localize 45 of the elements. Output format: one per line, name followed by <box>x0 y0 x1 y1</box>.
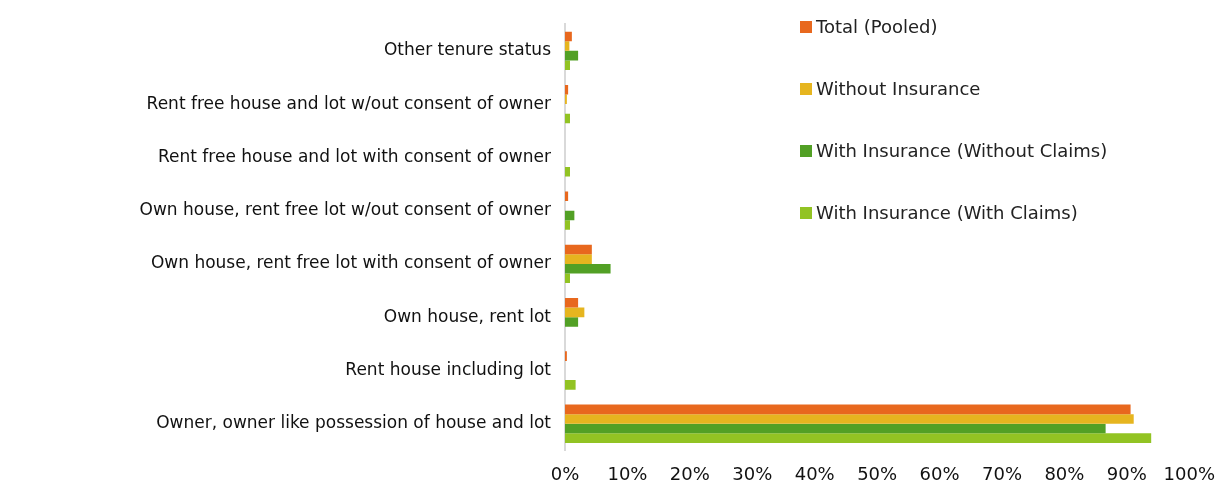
x-tick-label: 50% <box>857 462 898 484</box>
bar <box>565 31 572 42</box>
y-tick-label: Own house, rent free lot with consent of owner <box>150 252 551 273</box>
x-tick-label: 10% <box>607 462 648 484</box>
x-tick-label: 80% <box>1044 462 1085 484</box>
y-tick-label: Rent free house and lot w/out consent of owner <box>146 92 551 113</box>
bar <box>565 273 570 284</box>
bar <box>565 50 579 61</box>
bar <box>565 220 570 230</box>
bar <box>565 191 569 202</box>
bar <box>565 404 1131 415</box>
legend-label: With Insurance (Without Claims) <box>816 140 1108 161</box>
y-tick-label: Own house, rent free lot w/out consent of owner <box>139 199 551 220</box>
x-tick-label: 60% <box>919 462 960 484</box>
bar <box>565 41 570 51</box>
bar <box>565 414 1134 424</box>
y-tick-label: Own house, rent lot <box>383 305 552 326</box>
y-tick-label: Rent house including lot <box>345 358 552 379</box>
bar <box>565 60 570 71</box>
legend-label: Total (Pooled) <box>816 16 938 37</box>
y-tick-label: Other tenure status <box>383 39 552 60</box>
bar <box>565 84 569 95</box>
x-tick-label: 0% <box>550 462 580 484</box>
bar <box>565 317 579 327</box>
bar <box>565 166 570 177</box>
bar <box>565 423 1106 434</box>
bar <box>565 113 570 124</box>
bar <box>565 433 1152 443</box>
y-tick-label: Owner, owner like possession of house and lot <box>156 412 552 433</box>
x-tick-label: 40% <box>794 462 835 484</box>
x-tick-label: 100% <box>1163 462 1215 484</box>
x-tick-label: 20% <box>669 462 710 484</box>
legend-label: With Insurance (With Claims) <box>816 202 1078 223</box>
x-tick-label: 70% <box>981 462 1022 484</box>
bar <box>565 298 579 308</box>
bar <box>565 380 576 390</box>
legend-label: Without Insurance <box>816 78 981 99</box>
x-tick-label: 30% <box>732 462 773 484</box>
bar <box>565 254 592 264</box>
bar <box>565 263 611 274</box>
x-tick-label: 90% <box>1106 462 1147 484</box>
bar <box>565 244 592 255</box>
bar <box>565 307 585 318</box>
y-tick-label: Rent free house and lot with consent of owner <box>158 145 551 166</box>
bar <box>565 210 575 221</box>
